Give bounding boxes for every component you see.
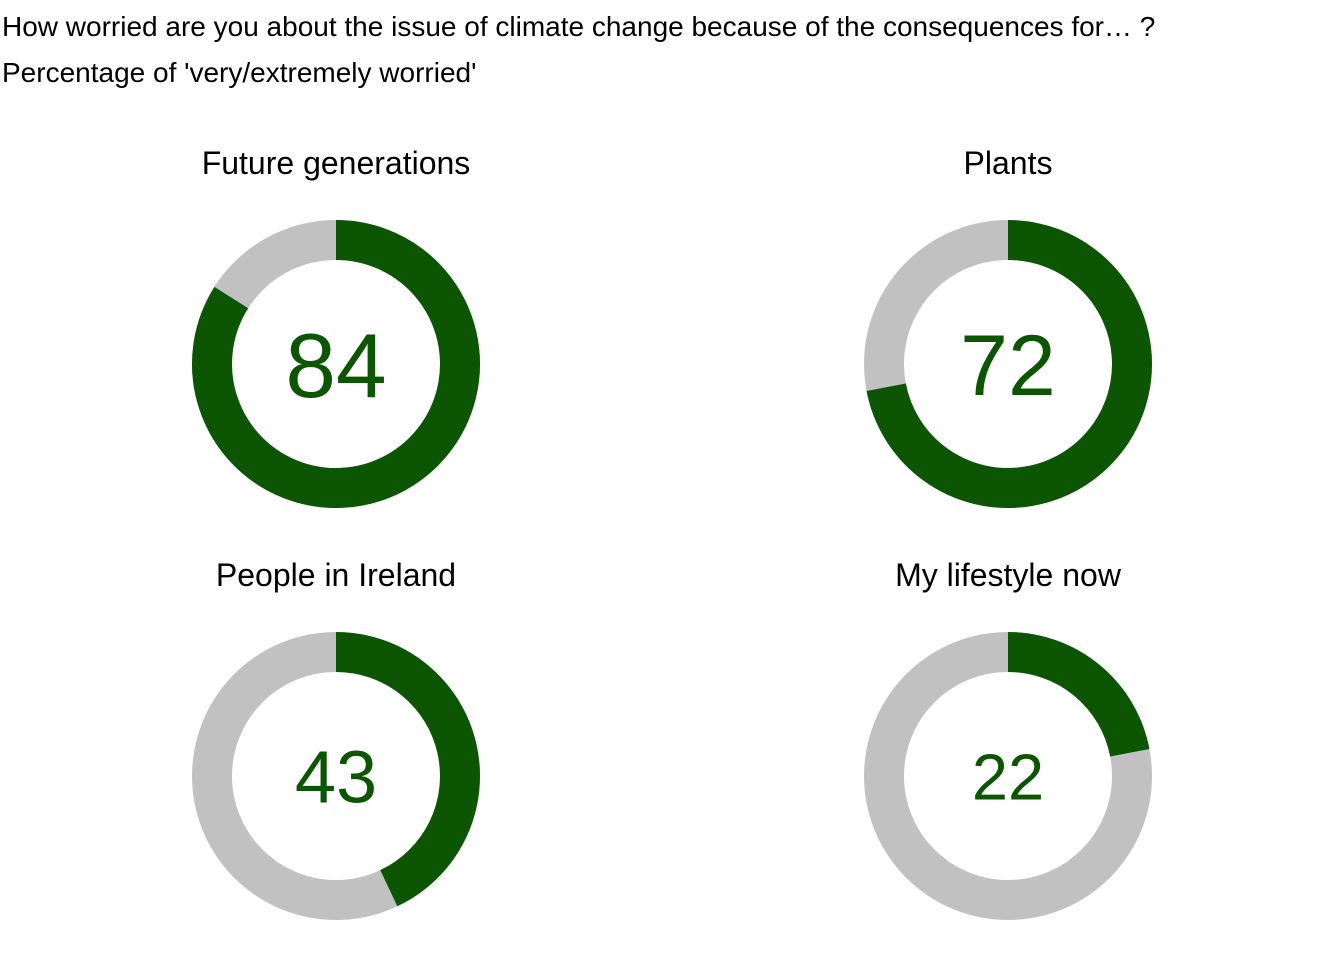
panel-title: People in Ireland [216,557,456,593]
donut-panel-future-generations: Future generations 84 [192,145,480,508]
donut-value-arc [1007,632,1150,758]
chart-subtitle: Percentage of 'very/extremely worried' [2,57,477,88]
chart-header: How worried are you about the issue of c… [2,4,1155,96]
donut-center-value: 43 [295,736,377,819]
panel-title: Plants [964,145,1053,181]
donut-center-value: 72 [960,318,1056,414]
donut-panel-my-lifestyle-now: My lifestyle now 22 [864,557,1152,920]
donut-value-arc [335,632,480,907]
panel-title: My lifestyle now [895,557,1122,593]
panel-title: Future generations [202,145,471,181]
donut-center-value: 22 [972,740,1044,813]
donut-center-value: 84 [285,316,386,417]
donut-panel-plants: Plants 72 [864,145,1152,508]
chart-title: How worried are you about the issue of c… [2,11,1156,42]
donut-value-arc [866,220,1152,508]
donut-panel-people-in-ireland: People in Ireland 43 [192,557,480,920]
donut-value-arc [192,220,480,508]
